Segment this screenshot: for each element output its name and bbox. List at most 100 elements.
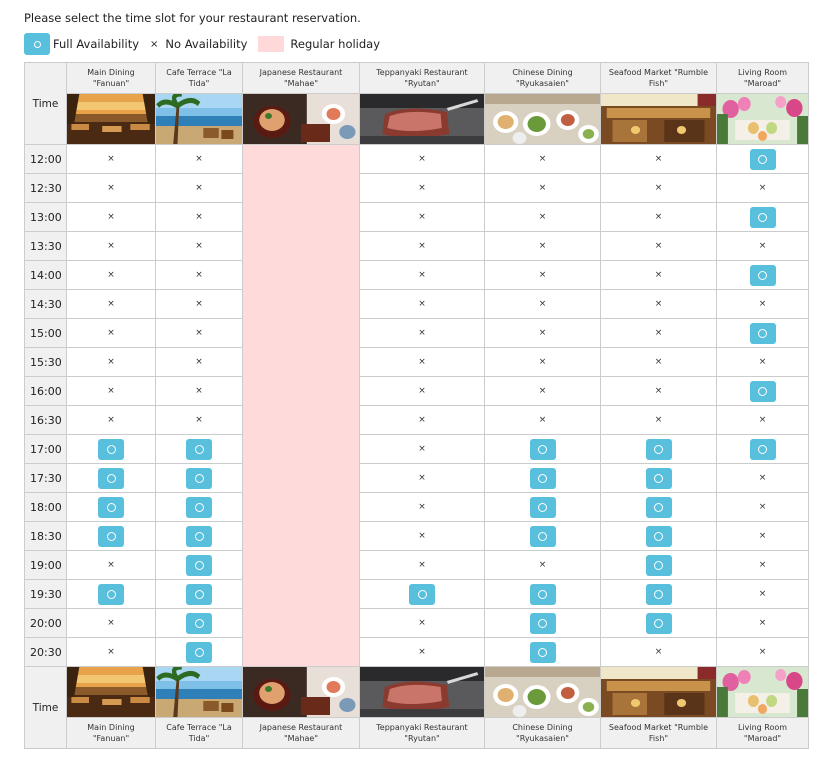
cross-icon: × (107, 357, 115, 367)
available-slot-button[interactable] (749, 206, 776, 228)
available-slot-button[interactable] (186, 554, 212, 576)
cross-icon: × (538, 299, 547, 309)
slot-cell: × (484, 144, 601, 174)
available-slot-button[interactable] (645, 467, 672, 489)
restaurant-name-line1: Japanese Restaurant (259, 723, 343, 732)
steak-teppanyaki-photo (359, 93, 485, 145)
beach-sunset-terrace-photo (66, 93, 156, 145)
available-slot-button[interactable] (645, 496, 672, 518)
slot-cell: × (716, 608, 809, 638)
available-slot-button[interactable] (529, 641, 556, 663)
available-slot-button[interactable] (529, 496, 556, 518)
slot-cell: × (359, 376, 485, 406)
available-slot-button[interactable] (98, 496, 124, 518)
circle-icon (538, 647, 547, 657)
slot-cell: × (359, 608, 485, 638)
restaurant-name-line1: Seafood Market "Rumble (608, 68, 709, 77)
available-slot-button[interactable] (186, 438, 212, 460)
available-slot-button[interactable] (529, 438, 556, 460)
time-label: 15:00 (24, 318, 67, 348)
slot-cell: × (600, 405, 717, 435)
time-slot-row: 20:30 × × × × (24, 637, 809, 667)
slot-cell (600, 579, 717, 609)
circle-icon (758, 328, 767, 338)
reservation-table: Time Main Dining "Fanuan" Cafe Terrace "La T… (24, 62, 809, 749)
cross-icon: × (654, 357, 663, 367)
available-slot-button[interactable] (529, 525, 556, 547)
available-slot-button[interactable] (186, 467, 212, 489)
time-slot-row: 16:00 × × × × × (24, 376, 809, 406)
available-slot-button[interactable] (98, 438, 124, 460)
slot-cell: × (66, 608, 156, 638)
circle-icon (106, 444, 116, 454)
slot-cell: × (155, 202, 243, 232)
available-slot-button[interactable] (186, 612, 212, 634)
slot-cell (600, 608, 717, 638)
time-label: 16:00 (24, 376, 67, 406)
available-slot-button[interactable] (749, 264, 776, 286)
circle-icon (33, 40, 41, 48)
cross-icon: × (654, 415, 663, 425)
slot-cell (716, 202, 809, 232)
available-slot-button[interactable] (529, 467, 556, 489)
available-slot-button[interactable] (98, 467, 124, 489)
slot-cell: × (359, 318, 485, 348)
restaurant-name-line1: Main Dining (87, 723, 135, 732)
available-slot-button[interactable] (645, 554, 672, 576)
restaurant-name-line2: Tida" (188, 734, 210, 743)
cross-icon: × (758, 473, 767, 483)
cross-icon: × (195, 241, 203, 251)
available-slot-button[interactable] (749, 322, 776, 344)
available-slot-button[interactable] (186, 496, 212, 518)
available-slot-button[interactable] (98, 583, 124, 605)
available-slot-button[interactable] (645, 612, 672, 634)
slot-cell: × (716, 579, 809, 609)
time-label: 17:30 (24, 463, 67, 493)
available-slot-button[interactable] (749, 148, 776, 170)
available-slot-button[interactable] (186, 525, 212, 547)
circle-icon (194, 647, 204, 657)
slot-cell (155, 434, 243, 464)
cross-icon: × (107, 241, 115, 251)
slot-cell: × (155, 376, 243, 406)
cross-icon: × (538, 212, 547, 222)
available-slot-button[interactable] (529, 583, 556, 605)
header-photo-row (25, 93, 809, 145)
available-slot-button[interactable] (186, 641, 212, 663)
slot-cell: × (600, 347, 717, 377)
time-slot-row: 16:30 × × × × × × (24, 405, 809, 435)
available-slot-button[interactable] (186, 583, 212, 605)
available-slot-button[interactable] (645, 438, 672, 460)
slot-cell (600, 550, 717, 580)
circle-icon (654, 560, 663, 570)
cross-icon: × (654, 154, 663, 164)
available-slot-button[interactable] (749, 380, 776, 402)
restaurant-name-line1: Cafe Terrace "La (166, 68, 232, 77)
cross-icon: × (107, 212, 115, 222)
circle-icon (654, 618, 663, 628)
slot-cell: × (66, 405, 156, 435)
slot-cell (484, 608, 601, 638)
cross-icon: × (418, 473, 426, 483)
slot-cell (155, 637, 243, 667)
available-slot-button[interactable] (529, 612, 556, 634)
restaurant-name-line2: Fish" (648, 79, 669, 88)
available-slot-button[interactable] (409, 583, 435, 605)
restaurant-name-line2: "Fanuan" (92, 79, 130, 88)
available-slot-button[interactable] (749, 438, 776, 460)
time-slot-row: 17:30 × × (24, 463, 809, 493)
slot-cell: × (359, 492, 485, 522)
flower-buffet-photo (716, 666, 809, 718)
available-slot-button[interactable] (645, 583, 672, 605)
circle-icon (758, 444, 767, 454)
cross-icon: × (758, 647, 767, 657)
restaurant-name-3: Teppanyaki Restaurant "Ryutan" (359, 62, 485, 94)
restaurant-name-line2: "Mahae" (283, 734, 319, 743)
available-slot-button[interactable] (645, 525, 672, 547)
chinese-dishes-photo (484, 666, 601, 718)
cross-icon: × (538, 241, 547, 251)
available-slot-button[interactable] (98, 525, 124, 547)
restaurant-name-line1: Seafood Market "Rumble (608, 723, 709, 732)
time-slot-row: 14:30 × × × × × × (24, 289, 809, 319)
restaurant-name-line2: "Ryukasaien" (516, 734, 569, 743)
